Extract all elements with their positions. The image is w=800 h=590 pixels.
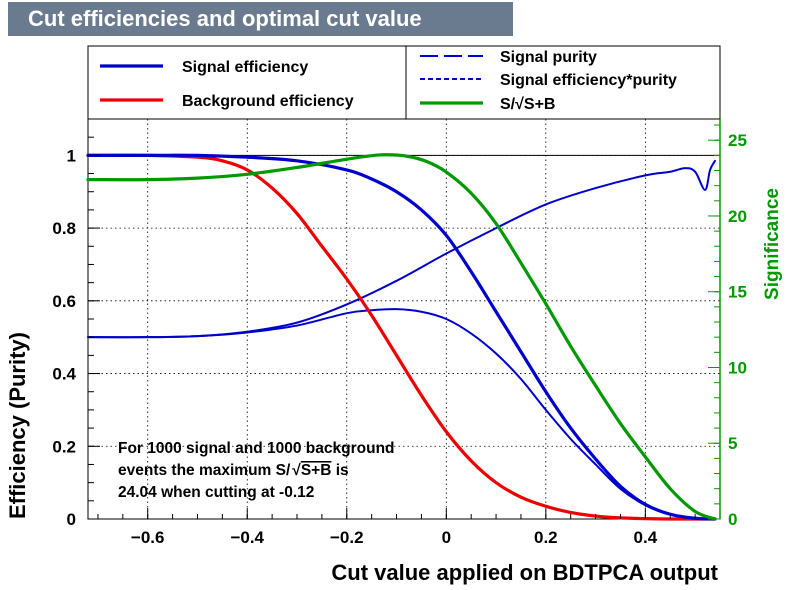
chart-title: Cut efficiencies and optimal cut value xyxy=(8,2,513,36)
series-line-4 xyxy=(86,153,717,521)
x-axis-title: Cut value applied on BDTPCA output xyxy=(331,560,718,585)
series-line-1 xyxy=(86,153,717,521)
annotation-line2: events the maximum S/√S+B is xyxy=(118,462,349,479)
y-tick-label: 0.2 xyxy=(52,437,76,456)
x-tick-label: 0 xyxy=(442,528,451,547)
legend-label-0: Signal efficiency xyxy=(182,59,308,76)
y2-tick-label: 0 xyxy=(728,510,737,529)
annotation-line1: For 1000 signal and 1000 background xyxy=(118,440,395,457)
x-tick-label: −0.4 xyxy=(230,528,264,547)
x-tick-label: −0.2 xyxy=(330,528,364,547)
plot-area xyxy=(87,118,721,520)
annotation-line3: 24.04 when cutting at -0.12 xyxy=(118,484,314,501)
series-line-0 xyxy=(86,153,717,521)
legend-label-1: Background efficiency xyxy=(182,93,354,110)
legend-label-4: S/√S+B xyxy=(500,96,555,113)
y-tick-label: 0.6 xyxy=(52,292,76,311)
annotation: For 1000 signal and 1000 background even… xyxy=(118,440,395,501)
legend: Signal efficiency Background efficiency Si… xyxy=(100,49,677,113)
y2-tick-label: 20 xyxy=(728,207,747,226)
y2-tick-label: 25 xyxy=(728,131,747,150)
y-tick-label: 0.8 xyxy=(52,219,76,238)
x-tick-label: 0.2 xyxy=(534,528,558,547)
y-axis-title: Efficiency (Purity) xyxy=(5,332,30,519)
y2-tick-label: 15 xyxy=(728,283,747,302)
x-tick-label: 0.4 xyxy=(634,528,658,547)
legend-label-2: Signal purity xyxy=(500,49,597,66)
annotation-radicand: S+B xyxy=(301,462,332,479)
sqrt-sign: √ xyxy=(292,462,301,479)
axes: −0.6 −0.4 −0.2 0 0.2 0.400.20.40.60.810510152… xyxy=(52,119,747,547)
y-tick-label: 1 xyxy=(67,146,76,165)
legend-label-3: Signal efficiency*purity xyxy=(500,72,677,89)
y-tick-label: 0.4 xyxy=(52,365,76,384)
y2-tick-label: 10 xyxy=(728,358,747,377)
x-tick-label: −0.6 xyxy=(131,528,165,547)
series-group xyxy=(86,153,717,521)
y-tick-label: 0 xyxy=(67,510,76,529)
y2-tick-label: 5 xyxy=(728,434,737,453)
y2-axis-title: Significance xyxy=(762,188,783,300)
